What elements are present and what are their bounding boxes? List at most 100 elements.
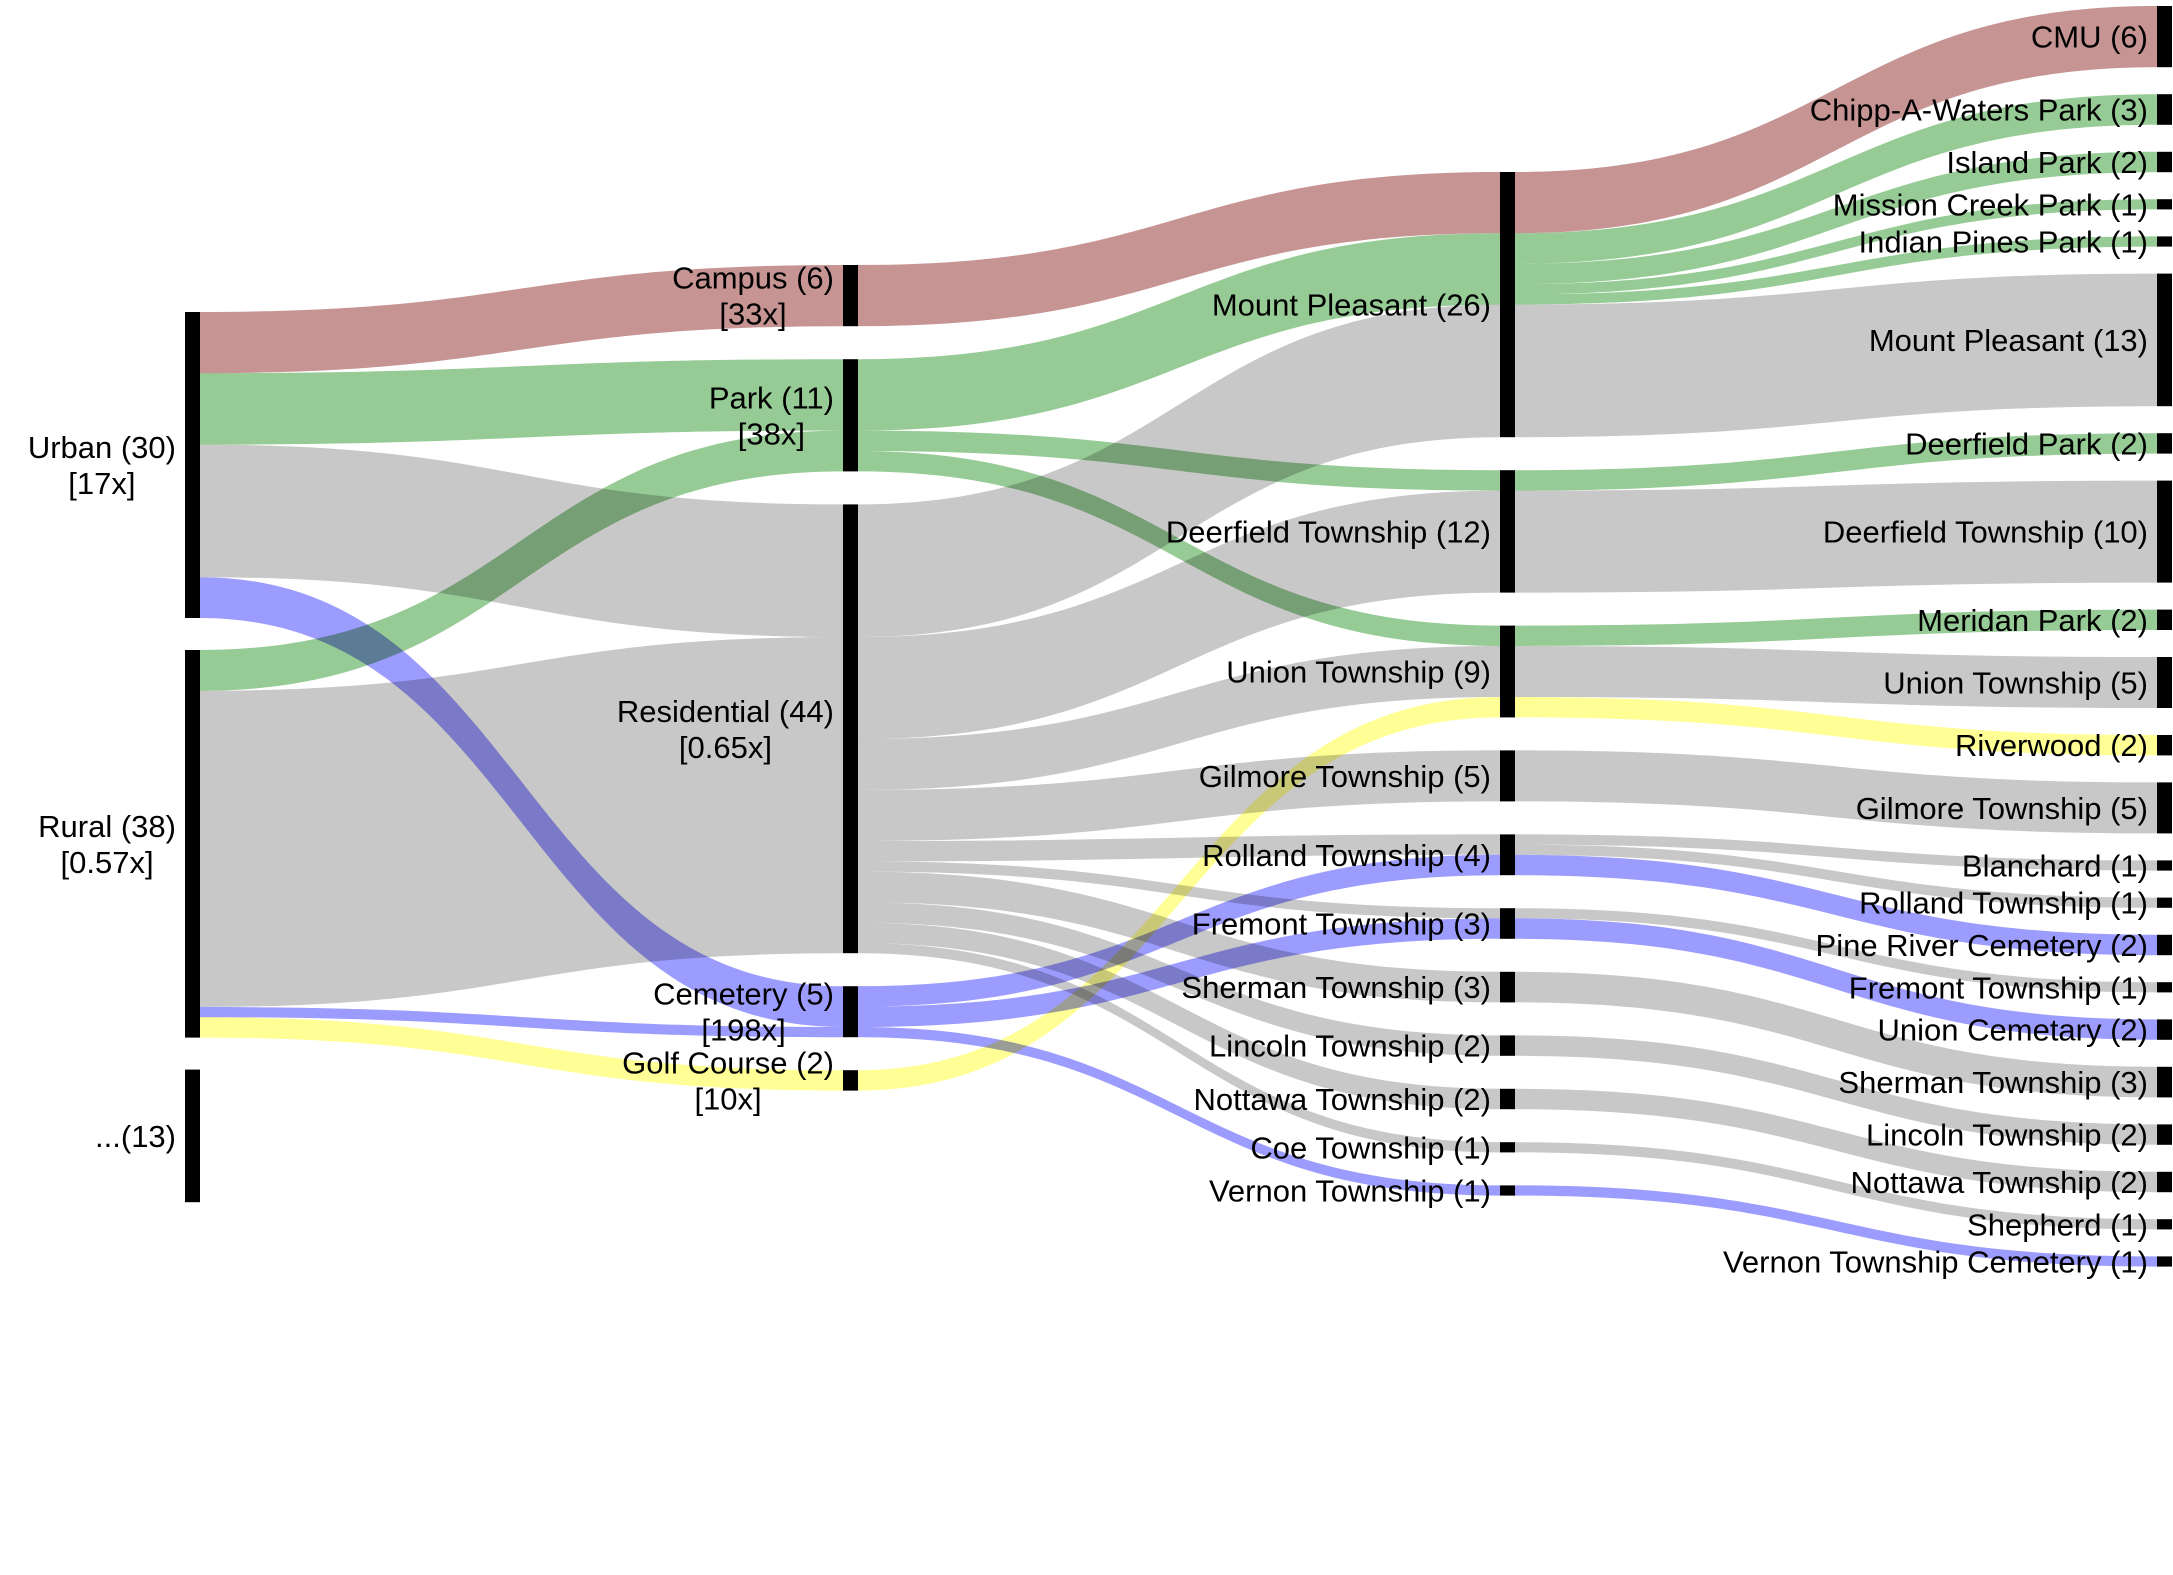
label-cemetery: Cemetery (5) <box>653 977 834 1012</box>
link-mtp-cmu <box>1515 6 2157 234</box>
link-rural-golf <box>200 1017 843 1091</box>
node-cemetery[interactable] <box>843 986 858 1038</box>
node-rural[interactable] <box>185 650 200 1038</box>
node-indian[interactable] <box>2157 236 2172 247</box>
link-urban-park <box>200 359 843 445</box>
label-chipp: Chipp-A-Waters Park (3) <box>1810 93 2148 128</box>
sublabel-campus: [33x] <box>719 297 786 332</box>
node-island[interactable] <box>2157 151 2172 173</box>
node-cmu[interactable] <box>2157 6 2172 68</box>
node-mission[interactable] <box>2157 199 2172 210</box>
sublabel-residential: [0.65x] <box>679 730 772 765</box>
label-sher4: Sherman Township (3) <box>1838 1065 2148 1100</box>
link-gilm-gilm4 <box>1515 750 2157 834</box>
node-union[interactable] <box>1500 625 1515 718</box>
link-cemetery-frem <box>858 918 1500 1027</box>
label-vern: Vernon Township (1) <box>1209 1174 1491 1209</box>
label-pine: Pine River Cemetery (2) <box>1816 928 2148 963</box>
node-gilm4[interactable] <box>2157 782 2172 834</box>
node-golf[interactable] <box>843 1070 858 1091</box>
node-more[interactable] <box>185 1069 200 1203</box>
node-deerpark[interactable] <box>2157 433 2172 454</box>
label-blanch: Blanchard (1) <box>1962 849 2148 884</box>
link-residential-deer <box>858 490 1500 739</box>
sublabel-rural: [0.57x] <box>61 845 154 880</box>
node-campus[interactable] <box>843 265 858 327</box>
node-mtp[interactable] <box>1500 172 1515 438</box>
label-linc4: Lincoln Township (2) <box>1866 1118 2148 1153</box>
label-rural: Rural (38) <box>38 809 176 844</box>
node-union4[interactable] <box>2157 657 2172 708</box>
link-rural-park <box>200 430 843 691</box>
label-deerpark: Deerfield Park (2) <box>1905 426 2148 461</box>
sankey-nodes <box>185 6 2172 1267</box>
node-urban[interactable] <box>185 312 200 618</box>
node-verncem[interactable] <box>2157 1256 2172 1267</box>
link-sher-sher4 <box>1515 971 2157 1098</box>
label-urban: Urban (30) <box>28 430 176 465</box>
label-frem: Fremont Township (3) <box>1192 907 1491 942</box>
link-vern-verncem <box>1515 1185 2157 1267</box>
node-mtp4[interactable] <box>2157 273 2172 407</box>
node-roll4[interactable] <box>2157 897 2172 908</box>
link-frem-unioncem <box>1515 918 2157 1040</box>
node-river[interactable] <box>2157 735 2172 756</box>
sublabel-golf: [10x] <box>694 1081 761 1116</box>
link-deer-deer4 <box>1515 480 2157 593</box>
link-deer-deerpark <box>1515 433 2157 491</box>
link-residential-gilm <box>858 750 1500 841</box>
node-sher[interactable] <box>1500 971 1515 1003</box>
link-mtp-indian <box>1515 236 2157 305</box>
node-chipp[interactable] <box>2157 94 2172 125</box>
label-sher: Sherman Township (3) <box>1181 970 1491 1005</box>
link-park-mtp <box>858 233 1500 431</box>
node-gilm[interactable] <box>1500 750 1515 802</box>
node-linc4[interactable] <box>2157 1124 2172 1145</box>
node-deer[interactable] <box>1500 470 1515 593</box>
link-mtp-mission <box>1515 199 2157 295</box>
label-mtp: Mount Pleasant (26) <box>1212 288 1491 323</box>
label-residential: Residential (44) <box>617 694 834 729</box>
label-coe: Coe Township (1) <box>1250 1130 1491 1165</box>
sublabel-urban: [17x] <box>68 466 135 501</box>
link-nott-nott4 <box>1515 1088 2157 1193</box>
label-roll4: Rolland Township (1) <box>1859 886 2148 921</box>
label-union: Union Township (9) <box>1226 655 1491 690</box>
link-coe-shep <box>1515 1142 2157 1230</box>
node-linc[interactable] <box>1500 1035 1515 1056</box>
label-linc: Lincoln Township (2) <box>1209 1029 1491 1064</box>
link-residential-union <box>858 646 1500 790</box>
node-nott[interactable] <box>1500 1088 1515 1110</box>
label-deer4: Deerfield Township (10) <box>1823 515 2148 550</box>
node-deer4[interactable] <box>2157 480 2172 583</box>
label-cmu: CMU (6) <box>2031 20 2148 55</box>
label-deer: Deerfield Township (12) <box>1166 514 1491 549</box>
node-vern[interactable] <box>1500 1185 1515 1196</box>
node-pine[interactable] <box>2157 934 2172 956</box>
link-roll-pine <box>1515 854 2157 956</box>
label-park: Park (11) <box>709 380 834 415</box>
node-residential[interactable] <box>843 504 858 954</box>
link-rural-cemetery <box>200 1007 843 1038</box>
node-shep[interactable] <box>2157 1219 2172 1230</box>
node-blanch[interactable] <box>2157 860 2172 871</box>
link-union-union4 <box>1515 646 2157 708</box>
label-indian: Indian Pines Park (1) <box>1859 225 2148 260</box>
node-coe[interactable] <box>1500 1142 1515 1153</box>
node-frem4[interactable] <box>2157 982 2172 993</box>
node-unioncem[interactable] <box>2157 1019 2172 1040</box>
node-roll[interactable] <box>1500 834 1515 876</box>
link-mtp-chipp <box>1515 94 2157 264</box>
link-residential-nott <box>858 922 1500 1110</box>
label-gilm: Gilmore Township (5) <box>1199 759 1491 794</box>
node-frem[interactable] <box>1500 908 1515 939</box>
link-linc-linc4 <box>1515 1035 2157 1145</box>
link-golf-union <box>858 697 1500 1091</box>
node-nott4[interactable] <box>2157 1171 2172 1193</box>
node-meridan[interactable] <box>2157 609 2172 630</box>
node-sher4[interactable] <box>2157 1066 2172 1098</box>
label-river: Riverwood (2) <box>1955 728 2148 763</box>
link-residential-mtp <box>858 304 1500 637</box>
node-park[interactable] <box>843 359 858 472</box>
